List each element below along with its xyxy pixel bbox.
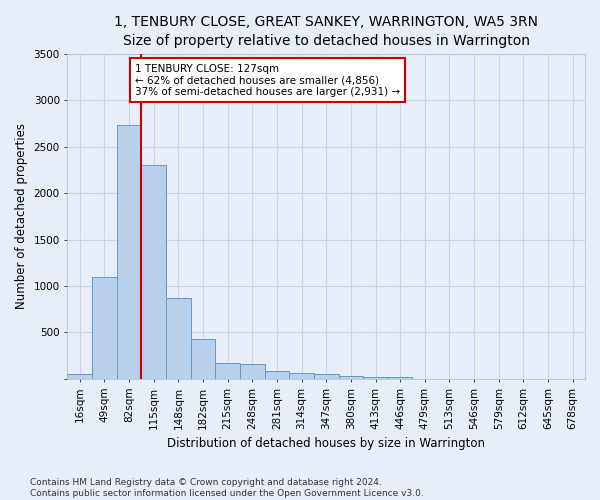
Bar xyxy=(92,276,117,379)
Bar xyxy=(117,126,142,379)
Y-axis label: Number of detached properties: Number of detached properties xyxy=(15,124,28,310)
Bar xyxy=(388,377,412,379)
Bar xyxy=(166,298,191,379)
Text: 1 TENBURY CLOSE: 127sqm
← 62% of detached houses are smaller (4,856)
37% of semi: 1 TENBURY CLOSE: 127sqm ← 62% of detache… xyxy=(135,64,400,97)
Bar xyxy=(67,374,92,379)
Bar xyxy=(191,339,215,379)
Bar xyxy=(215,363,240,379)
Bar xyxy=(289,374,314,379)
Bar xyxy=(240,364,265,379)
Bar xyxy=(142,166,166,379)
X-axis label: Distribution of detached houses by size in Warrington: Distribution of detached houses by size … xyxy=(167,437,485,450)
Bar xyxy=(265,370,289,379)
Text: Contains HM Land Registry data © Crown copyright and database right 2024.
Contai: Contains HM Land Registry data © Crown c… xyxy=(30,478,424,498)
Bar xyxy=(363,376,388,379)
Title: 1, TENBURY CLOSE, GREAT SANKEY, WARRINGTON, WA5 3RN
Size of property relative to: 1, TENBURY CLOSE, GREAT SANKEY, WARRINGT… xyxy=(114,15,538,48)
Bar xyxy=(314,374,338,379)
Bar xyxy=(338,376,363,379)
